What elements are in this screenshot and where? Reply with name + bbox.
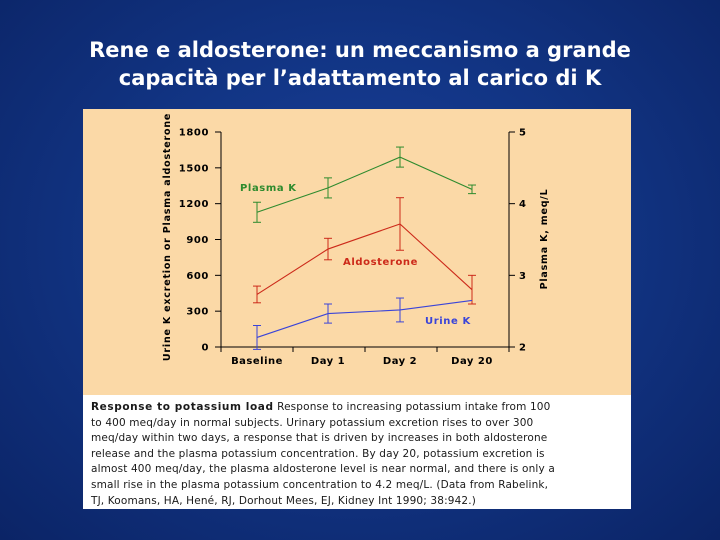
left-tick-label: 1200 <box>179 199 209 210</box>
figure-caption: Response to potassium load Response to i… <box>83 395 631 509</box>
slide-title-line-2: capacità per l’adattamento al carico di … <box>118 66 602 90</box>
caption-line-4: release and the plasma potassium concent… <box>91 447 545 460</box>
left-tick-label: 600 <box>186 271 209 282</box>
slide-title: Rene e aldosterone: un meccanismo a gran… <box>20 36 700 92</box>
series-label: Urine K <box>425 316 471 327</box>
caption-line-5: almost 400 meq/day, the plasma aldostero… <box>91 463 555 476</box>
right-tick-label: 4 <box>519 199 526 210</box>
left-tick-label: 300 <box>186 307 209 318</box>
x-tick-label: Day 2 <box>383 356 417 367</box>
series-line <box>256 299 473 338</box>
left-tick-label: 0 <box>201 343 209 354</box>
caption-lead: Response to potassium load <box>91 401 274 413</box>
right-tick-label: 3 <box>519 271 526 282</box>
x-tick-label: Day 1 <box>311 356 345 367</box>
series-aldosterone <box>253 197 476 305</box>
left-tick-label: 900 <box>186 235 209 246</box>
caption-line-2: to 400 meq/day in normal subjects. Urina… <box>91 416 534 429</box>
line-chart: 0 300 600 900 1200 1500 1800 2 3 4 5 Baseline Day … <box>162 113 550 367</box>
caption-line-7: TJ, Koomans, HA, Hené, RJ, Dorhout Mees,… <box>91 494 476 507</box>
caption-line-3: meq/day within two days, a response that… <box>91 432 548 445</box>
slide-title-line-1: Rene e aldosterone: un meccanismo a gran… <box>89 38 631 62</box>
caption-line-1: Response to increasing potassium intake … <box>273 401 551 413</box>
series-line <box>256 223 473 295</box>
left-tick-label: 1500 <box>179 163 209 174</box>
right-tick-label: 2 <box>519 343 526 354</box>
right-axis-label: Plasma K, meq/L <box>539 189 550 290</box>
series-label: Plasma K <box>240 183 297 194</box>
x-tick-label: Day 20 <box>451 356 493 367</box>
series-plasma-k <box>253 146 476 223</box>
right-tick-label: 5 <box>519 128 526 139</box>
series-label: Aldosterone <box>343 257 418 268</box>
x-tick-label: Baseline <box>231 356 283 367</box>
left-tick-label: 1800 <box>179 128 209 139</box>
series-line <box>256 156 473 213</box>
series-urine-k <box>253 297 473 350</box>
left-axis-label: Urine K excretion or Plasma aldosterone <box>162 113 173 361</box>
caption-line-6: small rise in the plasma potassium conce… <box>91 478 549 491</box>
